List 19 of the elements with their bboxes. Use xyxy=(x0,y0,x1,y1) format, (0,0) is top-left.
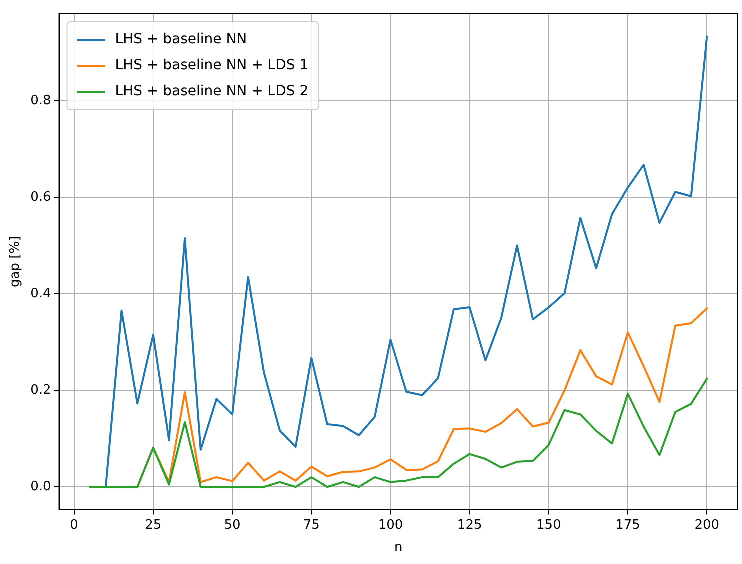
y-tick-label: 0.8 xyxy=(30,93,52,108)
legend-label: LHS + baseline NN xyxy=(115,32,248,48)
x-tick-label: 150 xyxy=(536,518,562,533)
y-tick-label: 0.0 xyxy=(30,479,52,494)
x-tick-label: 200 xyxy=(694,518,720,533)
x-tick-label: 75 xyxy=(303,518,320,533)
y-tick-label: 0.4 xyxy=(30,286,52,302)
x-tick-label: 25 xyxy=(145,518,162,533)
x-tick-label: 175 xyxy=(616,518,640,533)
x-tick-label: 100 xyxy=(378,518,404,533)
legend-label: LHS + baseline NN + LDS 2 xyxy=(115,84,309,100)
legend-label: LHS + baseline NN + LDS 1 xyxy=(115,58,309,74)
y-axis-title: gap [%] xyxy=(8,236,24,288)
y-tick-label: 0.6 xyxy=(30,190,52,205)
y-tick-label: 0.2 xyxy=(30,382,52,398)
x-tick-label: 50 xyxy=(224,518,241,533)
x-tick-label: 0 xyxy=(70,518,78,533)
x-axis-title: n xyxy=(394,540,403,556)
x-tick-label: 125 xyxy=(457,518,482,533)
